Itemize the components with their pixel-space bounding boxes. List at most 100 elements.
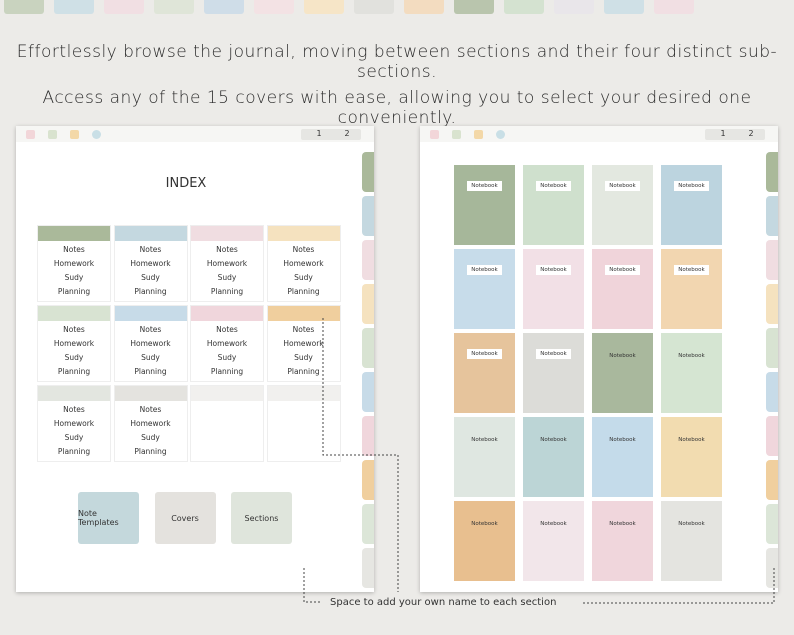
toolbar-icon[interactable] [26, 130, 35, 139]
headline: Effortlessly browse the journal, moving … [16, 42, 778, 82]
card-header [191, 386, 263, 401]
nav-button[interactable]: Sections [231, 492, 292, 544]
toolbar-icon[interactable] [496, 130, 505, 139]
section-tab[interactable] [362, 460, 374, 500]
index-card[interactable]: Notes Homework Sudy Planning [113, 305, 188, 382]
index-card[interactable]: Notes Homework Sudy Planning [190, 225, 264, 302]
toolbar-icon[interactable] [474, 130, 483, 139]
cover-label: Notebook [605, 181, 640, 191]
index-card[interactable]: Notes Homework Sudy Planning [190, 305, 264, 382]
cover[interactable]: Notebook [523, 501, 584, 581]
card-item: Notes [139, 245, 162, 254]
cover[interactable]: Notebook [592, 249, 653, 329]
section-tab[interactable] [362, 328, 374, 368]
cover[interactable]: Notebook [661, 333, 722, 413]
section-tab[interactable] [362, 416, 374, 456]
nav-button[interactable]: Note Templates [78, 492, 139, 544]
cover[interactable]: Notebook [661, 249, 722, 329]
cover[interactable]: Notebook [523, 165, 584, 245]
cover[interactable]: Notebook [661, 165, 722, 245]
cover-label: Notebook [609, 521, 636, 527]
card-header [191, 306, 263, 321]
card-item: Planning [57, 367, 91, 376]
headline: Access any of the 15 covers with ease, a… [42, 88, 752, 128]
caption: Space to add your own name to each secti… [330, 597, 557, 608]
toolbar-icon[interactable] [452, 130, 461, 139]
cover[interactable]: Notebook [661, 501, 722, 581]
cover[interactable]: Notebook [592, 165, 653, 245]
cover[interactable]: Notebook [454, 501, 515, 581]
card-item: Notes [292, 245, 315, 254]
section-tab[interactable] [766, 284, 778, 324]
card-header [38, 226, 110, 241]
card-item: Sudy [294, 273, 313, 282]
section-tab[interactable] [766, 196, 778, 236]
index-page: 1 2 INDEX Notes Homework Sudy Planning Notes Hom… [16, 126, 374, 592]
cover[interactable]: Notebook [523, 333, 584, 413]
card-item: Notes [216, 325, 238, 334]
toolbar-icon[interactable] [92, 130, 101, 139]
index-card[interactable]: Notes Homework Sudy Planning [266, 305, 341, 382]
section-tab[interactable] [362, 284, 374, 324]
page-tab[interactable]: 2 [748, 129, 754, 138]
cover[interactable]: Notebook [523, 417, 584, 497]
toolbar-icon[interactable] [430, 130, 439, 139]
index-card[interactable]: Notes Homework Sudy Planning [37, 305, 111, 382]
section-tab[interactable] [766, 372, 778, 412]
card-item: Planning [210, 287, 244, 296]
color-swatch [504, 0, 544, 14]
toolbar-icon[interactable] [48, 130, 57, 139]
index-card[interactable]: Notes Homework Sudy Planning [113, 225, 188, 302]
section-tab[interactable] [362, 372, 374, 412]
card-item: Sudy [217, 353, 237, 362]
page-tab[interactable]: 1 [720, 129, 726, 138]
index-card[interactable]: Notes Homework Sudy Planning [37, 225, 111, 302]
cover[interactable]: Notebook [661, 417, 722, 497]
card-item: Planning [134, 287, 167, 296]
card-item: Planning [134, 447, 167, 456]
section-tab[interactable] [362, 152, 374, 192]
cover[interactable]: Notebook [523, 249, 584, 329]
cover[interactable]: Notebook [454, 165, 515, 245]
section-tab[interactable] [362, 504, 374, 544]
section-tab[interactable] [766, 240, 778, 280]
section-tab[interactable] [766, 548, 778, 588]
section-tab[interactable] [766, 416, 778, 456]
section-tab[interactable] [766, 152, 778, 192]
index-card[interactable]: Notes Homework Sudy Planning [266, 225, 341, 302]
index-card [190, 385, 264, 462]
color-swatch [204, 0, 244, 14]
color-swatch [454, 0, 494, 14]
card-item: Notes [63, 405, 85, 414]
section-tab[interactable] [362, 240, 374, 280]
page-tab[interactable]: 1 [316, 129, 322, 138]
section-tab[interactable] [766, 460, 778, 500]
section-tab[interactable] [362, 548, 374, 588]
page-tab[interactable]: 2 [344, 129, 350, 138]
card-item: Planning [210, 367, 244, 376]
cover[interactable]: Notebook [454, 249, 515, 329]
card-item: Homework [283, 339, 324, 348]
card-item: Sudy [141, 353, 160, 362]
cover[interactable]: Notebook [592, 333, 653, 413]
toolbar [420, 126, 778, 142]
section-tab[interactable] [766, 504, 778, 544]
page-switch [705, 129, 765, 140]
index-card[interactable]: Notes Homework Sudy Planning [113, 385, 188, 462]
cover[interactable]: Notebook [454, 417, 515, 497]
cover-label: Notebook [471, 521, 498, 527]
cover[interactable]: Notebook [592, 417, 653, 497]
card-header [267, 226, 340, 241]
section-tab[interactable] [362, 196, 374, 236]
card-header [267, 306, 340, 321]
toolbar [16, 126, 374, 142]
toolbar-icon[interactable] [70, 130, 79, 139]
cover[interactable]: Notebook [454, 333, 515, 413]
section-tab[interactable] [766, 328, 778, 368]
card-item: Sudy [217, 273, 237, 282]
cover-label: Notebook [609, 437, 636, 443]
nav-button[interactable]: Covers [154, 492, 216, 544]
cover-label: Notebook [536, 265, 571, 275]
cover[interactable]: Notebook [592, 501, 653, 581]
index-card[interactable]: Notes Homework Sudy Planning [37, 385, 111, 462]
